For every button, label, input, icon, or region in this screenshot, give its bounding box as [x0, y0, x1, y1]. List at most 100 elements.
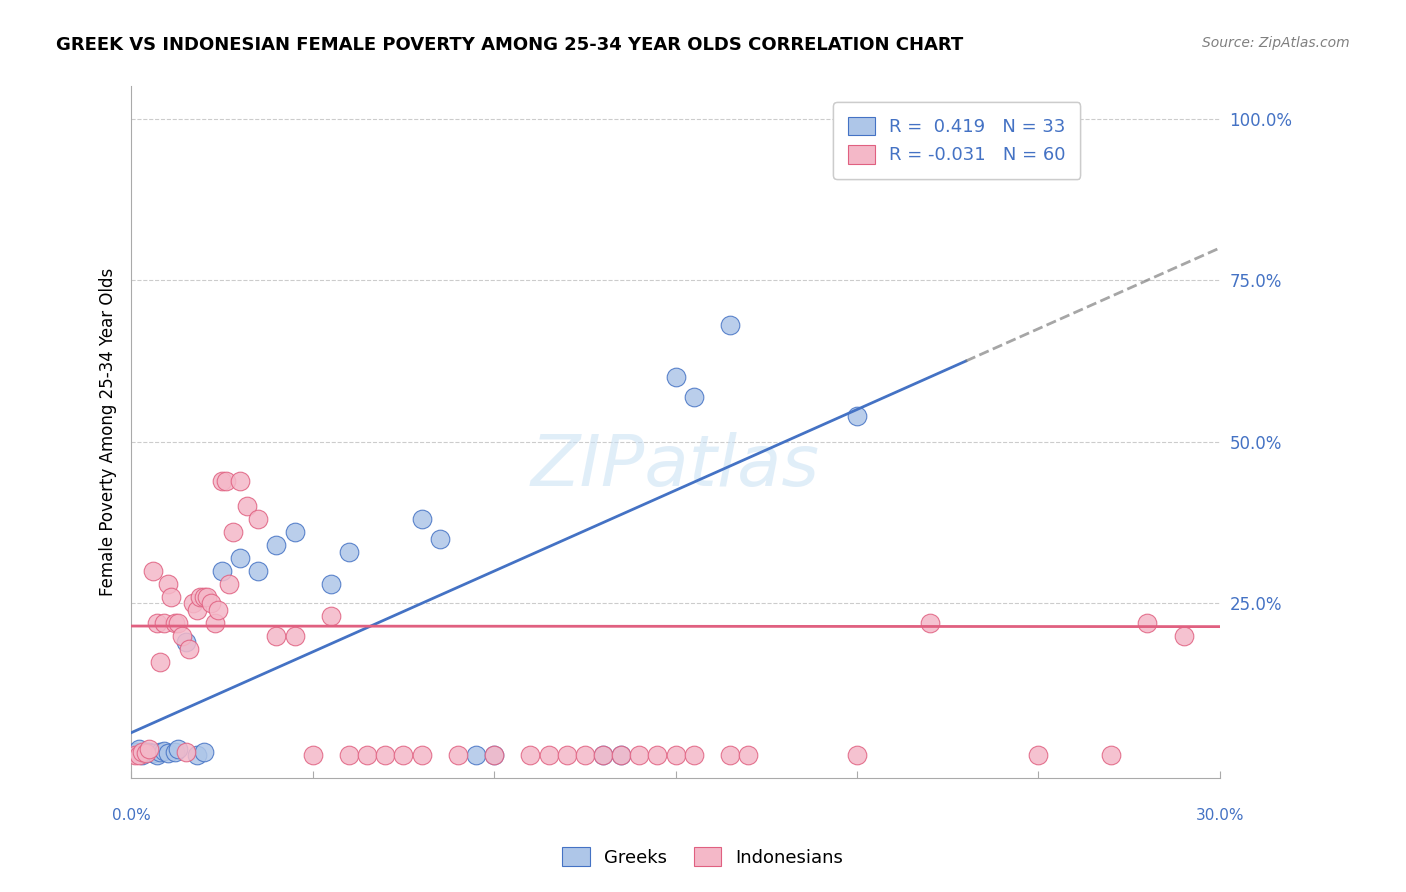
- Point: [465, 748, 488, 763]
- Point: [574, 748, 596, 763]
- Point: [229, 551, 252, 566]
- Point: [664, 370, 686, 384]
- Point: [153, 744, 176, 758]
- Point: [301, 748, 323, 763]
- Point: [266, 629, 288, 643]
- Point: [149, 655, 172, 669]
- Point: [537, 748, 560, 763]
- Point: [145, 615, 167, 630]
- Point: [319, 577, 342, 591]
- Text: GREEK VS INDONESIAN FEMALE POVERTY AMONG 25-34 YEAR OLDS CORRELATION CHART: GREEK VS INDONESIAN FEMALE POVERTY AMONG…: [56, 36, 963, 54]
- Point: [138, 745, 160, 759]
- Point: [218, 577, 240, 591]
- Point: [247, 512, 270, 526]
- Point: [283, 629, 305, 643]
- Point: [149, 745, 172, 759]
- Point: [1028, 748, 1050, 763]
- Point: [592, 748, 614, 763]
- Point: [124, 748, 146, 763]
- Point: [188, 590, 211, 604]
- Point: [411, 512, 433, 526]
- Point: [610, 748, 633, 763]
- Point: [211, 564, 233, 578]
- Point: [319, 609, 342, 624]
- Point: [174, 635, 197, 649]
- Point: [682, 748, 704, 763]
- Point: [131, 748, 153, 763]
- Point: [411, 748, 433, 763]
- Point: [174, 745, 197, 759]
- Point: [229, 474, 252, 488]
- Point: [682, 390, 704, 404]
- Point: [846, 748, 869, 763]
- Legend: Greeks, Indonesians: Greeks, Indonesians: [555, 840, 851, 874]
- Point: [266, 538, 288, 552]
- Point: [337, 748, 360, 763]
- Point: [142, 747, 165, 761]
- Point: [392, 748, 415, 763]
- Point: [664, 748, 686, 763]
- Point: [170, 629, 193, 643]
- Point: [447, 748, 470, 763]
- Point: [356, 748, 378, 763]
- Text: 0.0%: 0.0%: [112, 808, 150, 823]
- Point: [135, 745, 157, 759]
- Point: [135, 747, 157, 761]
- Point: [179, 641, 201, 656]
- Text: ZIPatlas: ZIPatlas: [531, 433, 820, 501]
- Point: [628, 748, 651, 763]
- Point: [647, 748, 669, 763]
- Point: [153, 615, 176, 630]
- Point: [131, 745, 153, 759]
- Point: [193, 745, 215, 759]
- Point: [128, 742, 150, 756]
- Point: [846, 409, 869, 423]
- Point: [207, 603, 229, 617]
- Point: [145, 747, 167, 762]
- Point: [197, 590, 219, 604]
- Point: [222, 525, 245, 540]
- Point: [128, 748, 150, 763]
- Point: [124, 745, 146, 759]
- Point: [482, 748, 505, 763]
- Point: [160, 590, 183, 604]
- Point: [519, 748, 541, 763]
- Point: [592, 748, 614, 763]
- Point: [163, 615, 186, 630]
- Point: [1173, 629, 1195, 643]
- Point: [163, 745, 186, 759]
- Point: [247, 564, 270, 578]
- Point: [156, 577, 179, 591]
- Point: [186, 603, 208, 617]
- Point: [918, 615, 941, 630]
- Point: [374, 748, 396, 763]
- Point: [718, 318, 741, 333]
- Point: [610, 748, 633, 763]
- Point: [718, 748, 741, 763]
- Point: [204, 615, 226, 630]
- Point: [138, 742, 160, 756]
- Point: [214, 474, 236, 488]
- Y-axis label: Female Poverty Among 25-34 Year Olds: Female Poverty Among 25-34 Year Olds: [100, 268, 117, 596]
- Point: [156, 747, 179, 761]
- Point: [181, 596, 204, 610]
- Point: [167, 615, 190, 630]
- Point: [186, 747, 208, 762]
- Point: [737, 748, 759, 763]
- Point: [236, 500, 259, 514]
- Point: [555, 748, 578, 763]
- Point: [283, 525, 305, 540]
- Point: [167, 742, 190, 756]
- Point: [1244, 144, 1267, 158]
- Point: [211, 474, 233, 488]
- Point: [1099, 748, 1122, 763]
- Text: 30.0%: 30.0%: [1195, 808, 1244, 823]
- Point: [429, 532, 451, 546]
- Point: [1136, 615, 1159, 630]
- Point: [193, 590, 215, 604]
- Text: Source: ZipAtlas.com: Source: ZipAtlas.com: [1202, 36, 1350, 50]
- Point: [200, 596, 222, 610]
- Point: [142, 564, 165, 578]
- Legend: R =  0.419   N = 33, R = -0.031   N = 60: R = 0.419 N = 33, R = -0.031 N = 60: [834, 103, 1080, 179]
- Point: [482, 748, 505, 763]
